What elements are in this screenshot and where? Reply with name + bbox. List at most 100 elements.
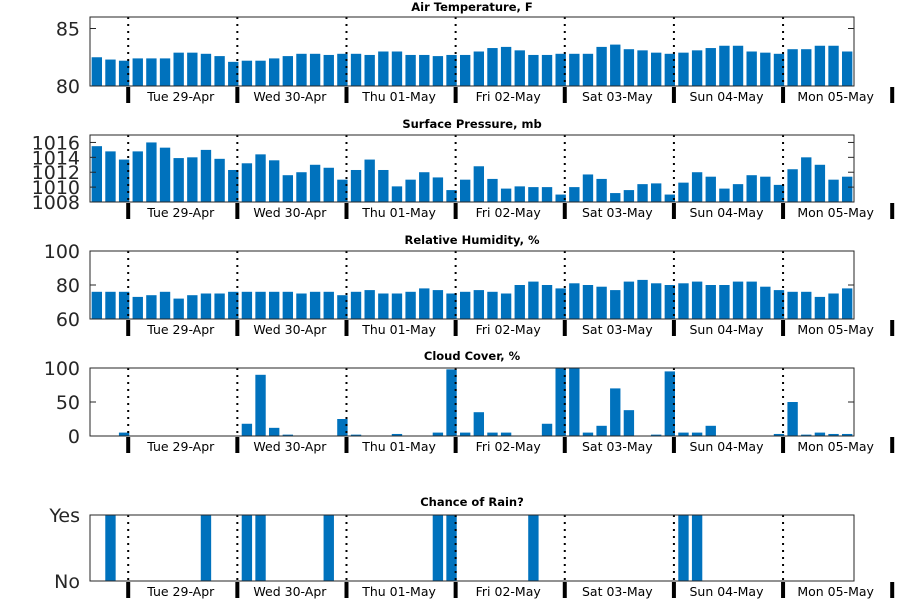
bar [268,427,280,436]
ytick-label: Yes [48,505,80,527]
bar [760,176,771,202]
day-label: Mon 05-May [797,89,874,104]
bar [323,167,334,202]
bar [473,51,485,86]
bar [500,293,512,319]
bar [459,291,471,319]
bar [787,402,798,436]
bar [746,281,757,319]
bar [691,432,703,436]
bar [432,432,444,436]
panel-1: 80 85 Air Temperature, F Tue 29-Apr Wed 30-A… [56,0,895,104]
bar [828,293,839,319]
bar [650,52,662,86]
bar [746,51,757,86]
ytick-label: 0 [68,426,80,448]
day-label: Sun 04-May [689,322,764,337]
axes-frame [89,367,855,437]
bar [623,49,635,86]
bar [309,53,321,86]
day-label: Sun 04-May [689,584,764,599]
bar [282,434,294,436]
panel-3: 60 80 100 Relative Humidity, % Tue 29-Apr Wed… [44,233,895,337]
bar [268,160,280,202]
bar [801,49,812,86]
bar [323,515,334,581]
bar [282,56,294,86]
bar [118,291,130,319]
day-label: Tue 29-Apr [146,89,215,104]
bar [514,50,525,86]
bar [405,291,416,319]
bar [173,158,184,202]
ytick-label: No [54,571,80,593]
bar [446,515,457,581]
bar [105,151,116,202]
bar [500,188,512,202]
bar [255,154,266,202]
day-label: Wed 30-Apr [253,205,327,220]
bar [596,46,607,86]
bar [459,432,471,436]
bar [364,159,375,202]
bar [214,56,225,86]
bar [173,298,184,319]
bar [378,51,389,86]
bar [596,286,607,319]
bar [650,183,662,202]
bar [610,388,621,436]
bar [610,290,621,319]
bar [773,53,785,86]
bar [200,53,212,86]
panel-title: Relative Humidity, % [404,233,539,247]
bar [555,368,566,436]
axes-frame [89,514,855,582]
bar [446,190,457,202]
bar [432,515,444,581]
bar [760,52,771,86]
axes-frame [89,134,855,203]
ytick-label: 1008 [32,192,80,214]
bar [187,295,198,319]
bar [691,515,703,581]
bar [446,54,457,86]
bar [814,296,826,319]
bar [637,184,648,202]
bar [296,293,307,319]
bar [678,52,689,86]
bar [828,179,839,202]
bar [760,286,771,319]
bar [296,172,307,202]
bar [582,53,594,86]
bar [364,290,375,319]
bar [691,172,703,202]
ytick-label: 100 [44,358,80,380]
bar [228,169,239,202]
bar [214,158,225,202]
day-label: Fri 02-May [476,439,542,454]
bar [610,44,621,86]
bar [801,157,812,202]
bar [528,515,539,581]
bar [678,432,689,436]
bar [582,174,594,202]
bar [801,434,812,436]
bar [841,288,853,319]
bar [719,285,730,319]
bar [541,423,553,436]
bar [446,369,457,436]
bar [241,515,253,581]
bar [419,54,430,86]
day-label: Fri 02-May [476,205,542,220]
day-label: Sat 03-May [582,322,653,337]
bar [391,186,403,202]
bar [473,166,485,202]
bar [528,281,539,319]
bar [391,293,403,319]
bar [378,293,389,319]
bar [105,59,116,86]
bar [678,283,689,319]
panel-title: Air Temperature, F [411,0,532,14]
